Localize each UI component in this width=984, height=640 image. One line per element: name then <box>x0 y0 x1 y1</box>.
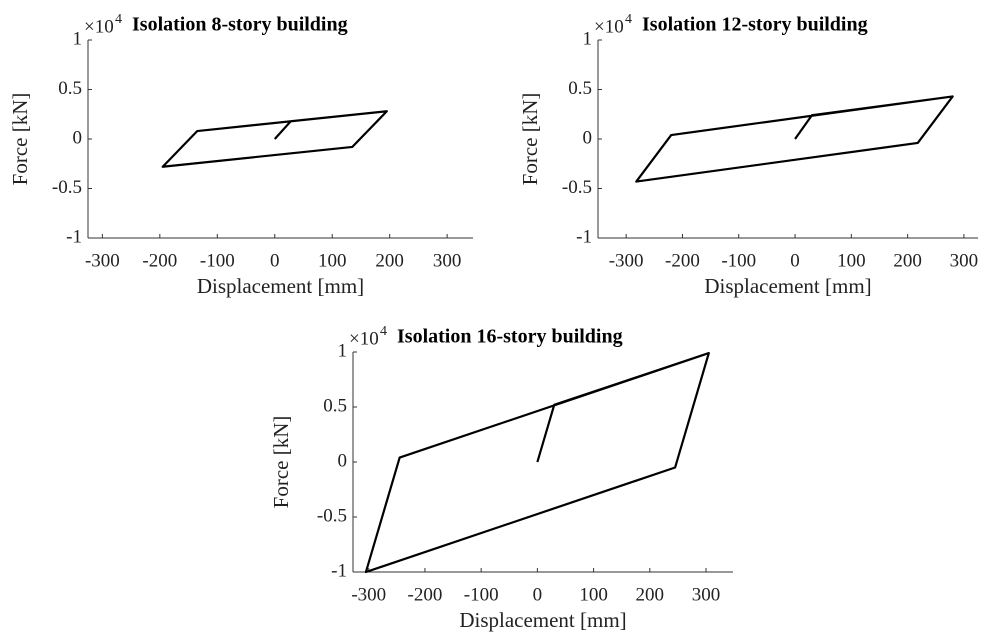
x-tick-label: -100 <box>464 584 499 605</box>
y-tick-label: 0 <box>338 450 348 471</box>
y-multiplier: ×10 <box>349 328 379 349</box>
y-tick-label: 0.5 <box>323 395 347 416</box>
y-multiplier: ×10 <box>84 16 114 37</box>
x-tick-label: 0 <box>270 250 280 271</box>
x-tick-label: 200 <box>375 250 404 271</box>
y-multiplier-exp: 4 <box>115 12 122 27</box>
x-axis-label: Displacement [mm] <box>197 274 364 298</box>
y-tick-label: 0.5 <box>568 78 592 99</box>
y-tick-label: 1 <box>583 28 593 49</box>
y-tick-label: 0 <box>583 127 593 148</box>
x-tick-label: 300 <box>950 250 979 271</box>
y-multiplier: ×10 <box>594 16 624 37</box>
chart-title: Isolation 8-story building <box>132 14 348 36</box>
x-tick-label: -100 <box>200 250 235 271</box>
y-tick-label: 1 <box>338 340 348 361</box>
hysteresis-line <box>364 352 710 574</box>
x-tick-label: 0 <box>790 250 800 271</box>
y-tick-label: -0.5 <box>562 177 592 198</box>
y-multiplier-exp: 4 <box>380 324 387 339</box>
x-tick-label: 100 <box>837 250 866 271</box>
y-multiplier-exp: 4 <box>625 12 632 27</box>
hysteresis-line <box>635 95 954 183</box>
x-tick-label: -300 <box>85 250 120 271</box>
y-axis-label: Force [kN] <box>8 93 32 186</box>
y-tick-label: -1 <box>576 226 592 247</box>
x-axis-label: Displacement [mm] <box>704 274 871 298</box>
x-tick-label: -300 <box>351 584 386 605</box>
x-axis-label: Displacement [mm] <box>459 608 626 632</box>
y-axis-label: Force [kN] <box>518 93 542 186</box>
x-tick-label: -300 <box>609 250 644 271</box>
x-tick-label: 100 <box>579 584 608 605</box>
y-tick-label: 0 <box>73 127 83 148</box>
x-tick-label: 200 <box>893 250 922 271</box>
y-tick-label: 1 <box>73 28 83 49</box>
y-tick-label: -0.5 <box>52 177 82 198</box>
x-tick-label: 100 <box>318 250 347 271</box>
chart-title: Isolation 16-story building <box>397 326 623 348</box>
x-tick-label: 300 <box>692 584 721 605</box>
x-tick-label: -200 <box>142 250 177 271</box>
y-tick-label: 0.5 <box>58 78 82 99</box>
x-tick-label: -200 <box>665 250 700 271</box>
y-tick-label: -1 <box>331 560 347 581</box>
x-tick-label: -100 <box>721 250 756 271</box>
chart-title: Isolation 12-story building <box>642 14 868 36</box>
y-tick-label: -0.5 <box>317 505 347 526</box>
hysteresis-line <box>161 110 388 168</box>
x-tick-label: 0 <box>533 584 543 605</box>
y-tick-label: -1 <box>66 226 82 247</box>
x-tick-label: 300 <box>433 250 462 271</box>
y-axis-label: Force [kN] <box>269 416 293 509</box>
x-tick-label: 200 <box>636 584 665 605</box>
x-tick-label: -200 <box>408 584 443 605</box>
